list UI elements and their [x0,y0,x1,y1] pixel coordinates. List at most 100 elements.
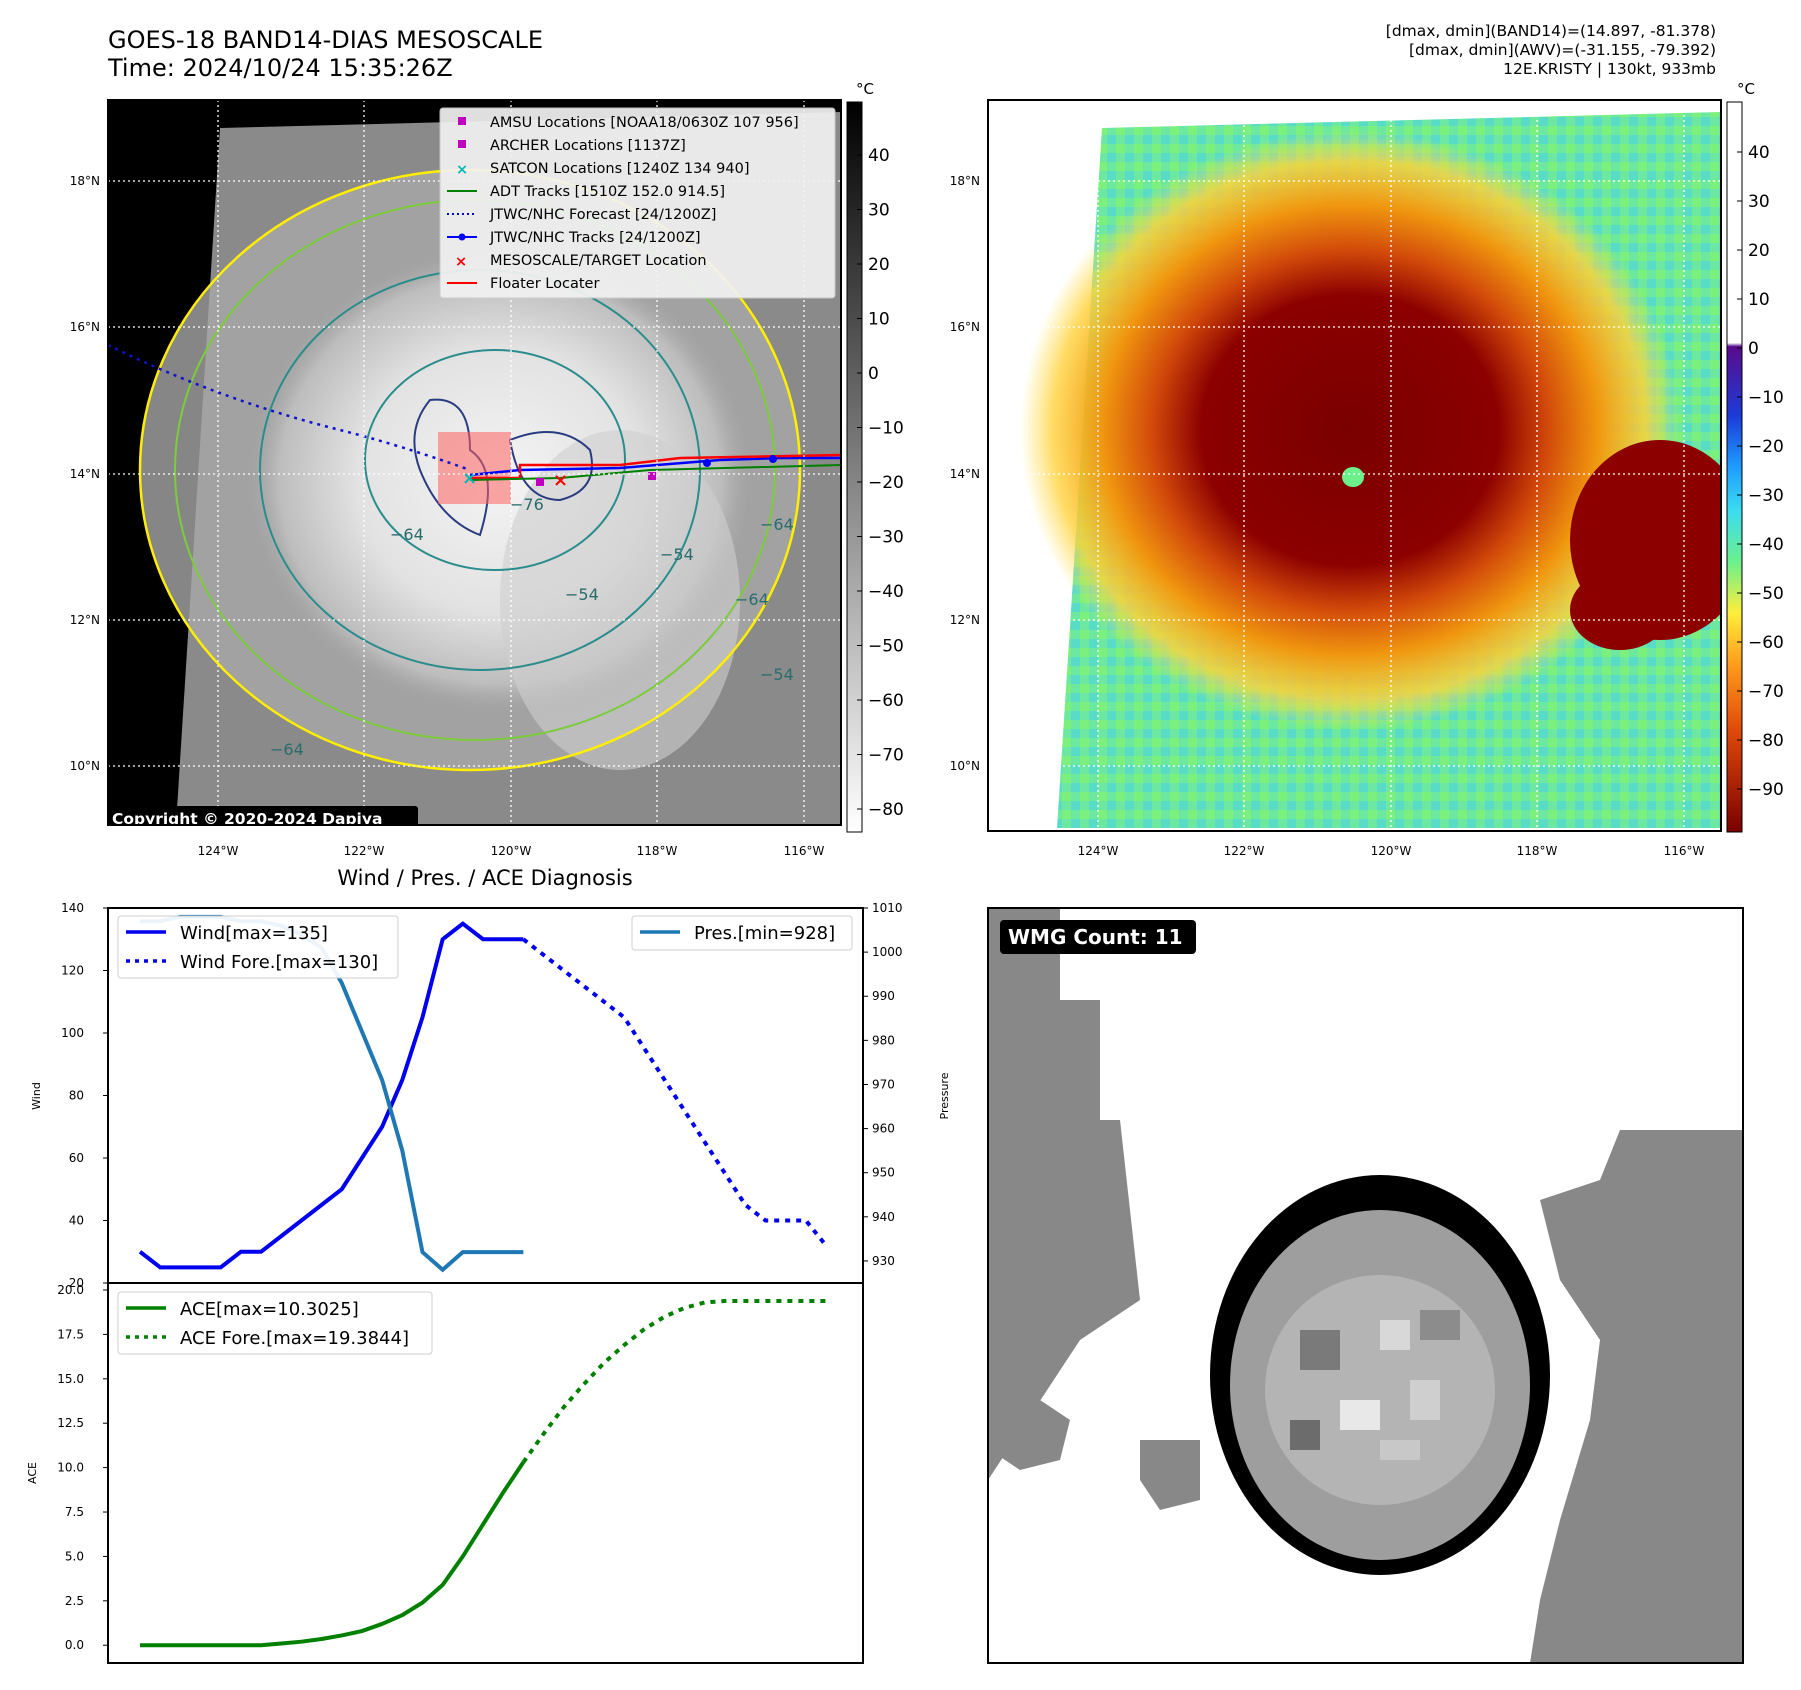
longitude-tick-label: 124°W [198,844,239,858]
ir-frame [107,99,842,826]
pressure-tick-label: 1000 [872,945,903,959]
archer-marker [648,472,656,480]
colorbar-tick-label: −90 [1748,780,1784,800]
ir-legend: AMSU Locations [NOAA18/0630Z 107 956] AR… [439,107,836,299]
legend-amsu-icon [458,117,466,125]
storm-summary: 12E.KRISTY | 130kt, 933mb [1503,60,1716,78]
longitude-tick-label: 122°W [1224,844,1265,858]
wind-tick-label: 120 [61,964,84,978]
longitude-tick-label: 120°W [1371,844,1412,858]
colorbar-tick-label: −80 [1748,731,1784,751]
pressure-tick-label: 970 [872,1077,895,1091]
satcon-marker: × [462,468,477,489]
wmg-count-box [1000,920,1196,954]
wind-tick-label: 40 [69,1214,84,1228]
wmg-panel: WMG Count: 11 [988,908,1743,1663]
colorbar-tick-label: 0 [868,364,879,384]
longitude-tick-label: 120°W [491,844,532,858]
colorbar-tick-label: −70 [868,746,904,766]
colorbar-tick-label: 40 [1748,143,1770,163]
ir-rainband [500,430,740,770]
band14-range: [dmax, dmin](BAND14)=(14.897, -81.378) [1385,22,1716,40]
contour-label: −54 [565,585,599,604]
legend-entry: JTWC/NHC Forecast [24/1200Z] [489,207,716,223]
contour-labels: −64 −76 −54 −64 −54 −64 −54 −64 [270,495,794,759]
target-marker: × [553,470,568,491]
latitude-tick-label: 16°N [70,320,100,334]
wmg-frame [987,907,1744,1664]
contour-label: −64 [735,590,769,609]
contour-label: −64 [270,740,304,759]
legend-entry: JTWC/NHC Tracks [24/1200Z] [489,230,701,246]
colorbar-tick-label: −20 [868,473,904,493]
figure-time: Time: 2024/10/24 15:35:26Z [108,54,453,82]
latitude-tick-label: 14°N [70,467,100,481]
storm-info-block: [dmax, dmin](BAND14)=(14.897, -81.378) [… [1386,22,1716,79]
ace-tick-label: 12.5 [57,1416,84,1430]
legend-wind-label: Wind[max=135] [180,923,328,944]
wmg-gray-patch [990,1400,1070,1470]
colorbar-tick-label: −80 [868,800,904,820]
legend-entry: AMSU Locations [NOAA18/0630Z 107 956] [490,115,799,131]
latitude-tick-label: 12°N [70,613,100,627]
latitude-tick-label: 10°N [950,759,980,773]
wind-tick-label: 60 [69,1151,84,1165]
awv-gridlines [988,100,1721,831]
contour-label: −54 [660,545,694,564]
ir-colorbar-unit: °C [856,80,874,98]
floater-locater-track [470,453,841,480]
contour-label: −76 [510,495,544,514]
ace-tick-label: 15.0 [57,1372,84,1386]
floater-target-box [438,432,511,504]
awv-colorbar: °C 40 30 20 10 0 −10 −20 −30 −40 −50 −60 −70 −80 −90 [1726,80,1784,833]
ace-tick-label: 10.0 [57,1461,84,1475]
latitude-tick-label: 10°N [70,759,100,773]
jtwc-track [469,456,841,477]
longitude-tick-label: 122°W [344,844,385,858]
colorbar-tick-label: 10 [868,310,890,330]
legend-entry: Floater Locater [490,276,599,292]
ace-tick-label: 20.0 [57,1283,84,1297]
awv-panel [988,100,1721,831]
pressure-tick-label: 980 [872,1033,895,1047]
legend-entry: ARCHER Locations [1137Z] [490,138,686,154]
forecast-track [108,343,471,472]
colorbar-tick-label: 30 [1748,192,1770,212]
latitude-tick-label: 16°N [950,320,980,334]
colorbar-tick-label: −50 [868,637,904,657]
legend-target-icon: × [455,254,467,270]
ir-panel: −64 −76 −54 −64 −54 −64 −54 −64 × × [108,100,841,825]
figure-title: GOES-18 BAND14-DIAS MESOSCALE [108,26,544,54]
ace-tick-label: 0.0 [65,1638,84,1652]
legend-ace-label: ACE[max=10.3025] [180,1299,359,1320]
colorbar-tick-label: 20 [868,255,890,275]
wmg-gray-patch-2 [1140,1440,1200,1510]
contour-label: −64 [390,525,424,544]
contour-label: −54 [760,665,794,684]
legend-ace-forecast-label: ACE Fore.[max=19.3844] [180,1328,409,1349]
colorbar-tick-label: −30 [1748,486,1784,506]
awv-range: [dmax, dmin](AWV)=(-31.155, -79.392) [1409,41,1716,59]
colorbar-tick-label: −10 [868,419,904,439]
series-line-0 [138,921,524,1270]
wmg-inner [1265,1275,1495,1505]
pressure-tick-label: 990 [872,989,895,1003]
contour-navy [413,398,489,537]
pressure-axis-label: Pressure [938,1072,951,1119]
amsu-marker [536,478,544,486]
legend-pressure-label: Pres.[min=928] [694,923,835,944]
awv-cold-cloud-2 [1570,570,1670,650]
pressure-tick-label: 950 [872,1166,895,1180]
colorbar-tick-label: 10 [1748,290,1770,310]
figure-title-block: GOES-18 BAND14-DIAS MESOSCALE Time: 2024… [108,26,543,82]
wind-tick-label: 140 [61,901,84,915]
contour-teal-inner [364,349,626,571]
longitude-tick-label: 118°W [1517,844,1558,858]
colorbar-tick-label: −10 [1748,388,1784,408]
colorbar-tick-label: −60 [1748,633,1784,653]
wind-axis-label: Wind [30,1082,43,1110]
contour-label: −64 [760,515,794,534]
wind-tick-label: 80 [69,1089,84,1103]
series-line-1 [522,937,828,1247]
